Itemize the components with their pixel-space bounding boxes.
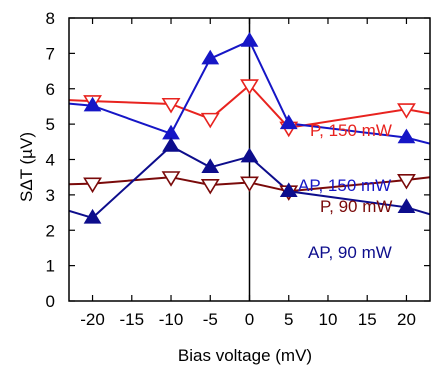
data-point [279,114,298,130]
data-point [240,79,259,95]
y-tick-label: 2 [46,221,55,240]
y-tick-label: 3 [46,186,55,205]
data-point [200,112,220,129]
data-point [200,178,220,195]
y-tick-label: 8 [46,9,55,28]
y-tick-label: 6 [46,80,55,99]
data-point [201,49,220,65]
series-label-layer: P, 150 mW AP, 150 mW P, 90 mW AP, 90 mW [298,121,392,262]
y-tick-label: 7 [46,44,55,63]
y-tick-label: 4 [46,151,55,170]
series-label-p-90: P, 90 mW [320,197,392,216]
x-tick-label: 0 [245,310,254,329]
data-point [397,198,416,213]
x-tick-label: -5 [203,310,218,329]
data-point [397,103,416,119]
series-line-2 [69,176,430,193]
series-label-p-150: P, 150 mW [310,121,392,140]
x-tick-label: 10 [319,310,338,329]
x-axis-label: Bias voltage (mV) [178,346,312,365]
series-layer [69,39,430,220]
data-point [83,96,102,112]
data-point [279,182,298,198]
tick-layer: -20 -15 -10 -5 0 5 10 15 20 0 1 2 3 4 5 6 7 8 [46,9,430,329]
data-point [240,147,259,163]
data-point [83,208,102,224]
y-tick-label: 5 [46,115,55,134]
marker-layer [83,32,416,224]
y-tick-label: 1 [46,257,55,276]
series-line-1 [69,39,430,145]
x-tick-label: 5 [284,310,293,329]
x-tick-label: -20 [80,310,105,329]
data-point [397,128,416,144]
x-tick-label: 20 [397,310,416,329]
series-label-ap-150: AP, 150 mW [298,176,391,195]
series-label-ap-90: AP, 90 mW [308,243,392,262]
x-tick-label: -10 [159,310,184,329]
data-point [83,177,102,194]
data-point [240,32,259,47]
data-point [161,97,181,114]
data-point [162,137,180,152]
data-point [240,176,259,193]
data-point [161,171,181,187]
x-tick-label: -15 [119,310,144,329]
y-axis-label: SΔT (µV) [17,132,36,202]
x-tick-label: 15 [358,310,377,329]
series-line-3 [69,144,430,220]
series-line-0 [69,83,430,129]
y-tick-label: 0 [46,292,55,311]
data-point [397,174,416,190]
data-point [201,158,220,173]
